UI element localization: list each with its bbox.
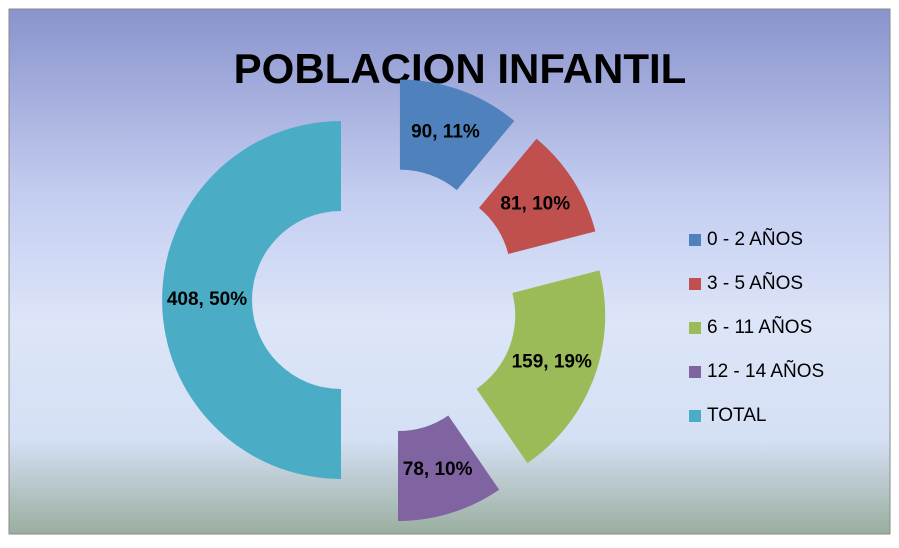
doughnut-segment [398, 415, 500, 522]
legend-label: 6 - 11 AÑOS [707, 316, 812, 338]
legend-label: 3 - 5 AÑOS [707, 272, 803, 294]
data-label: 90, 11% [411, 122, 480, 143]
chart-title: POBLACION INFANTIL [234, 45, 687, 92]
doughnut-segment [478, 138, 596, 255]
data-label: 78, 10% [403, 459, 473, 480]
legend-swatch [689, 234, 701, 246]
legend-label: TOTAL [707, 405, 766, 426]
doughnut-segment [399, 79, 515, 191]
doughnut-segment [162, 121, 341, 479]
legend-swatch [689, 278, 701, 290]
legend-swatch [689, 366, 701, 378]
data-label: 408, 50% [167, 289, 247, 310]
legend-swatch [689, 410, 701, 422]
data-label: 81, 10% [500, 194, 570, 215]
legend-swatch [689, 322, 701, 334]
doughnut-segment [476, 270, 606, 464]
legend-label: 0 - 2 AÑOS [707, 228, 803, 250]
data-label: 159, 19% [512, 351, 592, 372]
legend-label: 12 - 14 AÑOS [707, 360, 824, 382]
